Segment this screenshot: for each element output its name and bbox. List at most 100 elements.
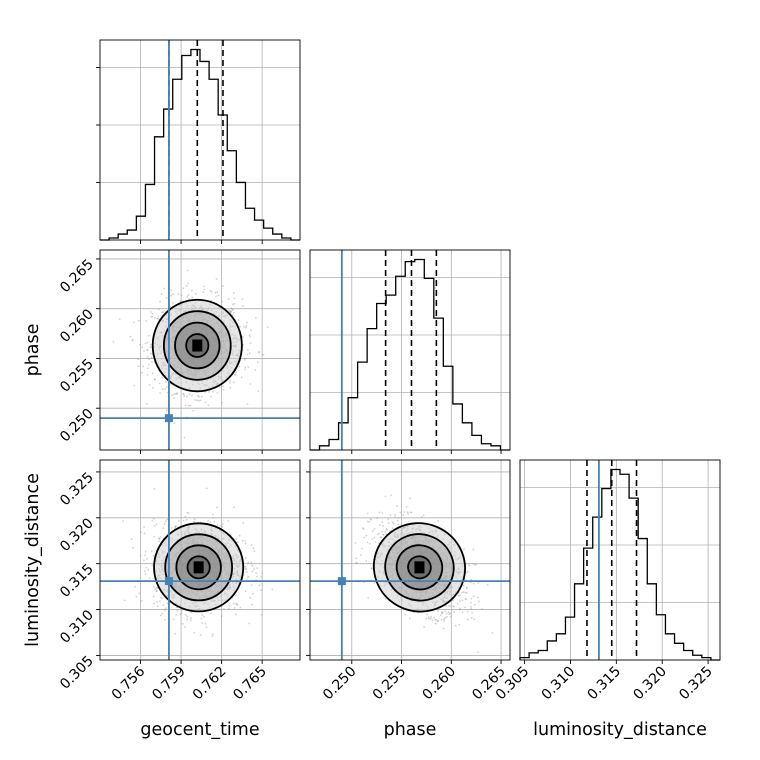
sample-point <box>154 317 156 319</box>
sample-point <box>434 619 437 621</box>
sample-point <box>152 595 155 598</box>
sample-point <box>211 633 214 636</box>
sample-point <box>365 560 368 562</box>
sample-point <box>361 547 363 550</box>
sample-point <box>232 292 235 294</box>
sample-point <box>426 613 428 616</box>
sample-point <box>477 651 479 653</box>
sample-point <box>146 558 148 560</box>
sample-point <box>242 344 245 346</box>
sample-point <box>244 568 247 571</box>
sample-point <box>162 311 164 313</box>
sample-point <box>376 517 379 519</box>
sample-point <box>191 394 193 397</box>
sample-point <box>153 535 156 538</box>
sample-point <box>137 365 140 367</box>
sample-point <box>374 541 377 543</box>
sample-point <box>152 387 154 389</box>
sample-point <box>203 288 206 291</box>
sample-point <box>173 422 176 424</box>
sample-point <box>462 584 465 587</box>
sample-point <box>159 600 161 603</box>
sample-point <box>173 397 176 400</box>
sample-point <box>174 526 177 529</box>
sample-point <box>390 494 392 497</box>
sample-point <box>256 575 258 578</box>
sample-point <box>363 536 365 539</box>
contour-line <box>175 544 222 591</box>
sample-point <box>387 522 390 524</box>
sample-point <box>232 303 234 306</box>
truth-marker <box>337 577 346 586</box>
sample-point <box>234 594 237 597</box>
sample-point <box>145 566 148 569</box>
sample-point <box>449 612 452 615</box>
sample-point <box>244 366 247 369</box>
sample-point <box>203 285 205 288</box>
sample-point <box>466 610 469 613</box>
sample-point <box>436 620 439 623</box>
sample-point <box>152 554 155 557</box>
contour-line <box>151 298 243 393</box>
sample-point <box>465 592 468 594</box>
sample-point <box>189 619 192 622</box>
sample-point <box>491 632 494 634</box>
x-tick-label: 0.765 <box>230 664 270 704</box>
sample-point <box>199 399 202 402</box>
sample-point <box>239 606 242 609</box>
sample-point <box>378 511 381 514</box>
joint-panel-geocent-time-phase: 0.250 0.255 0.260 0.265 <box>57 249 301 454</box>
sample-point <box>471 612 473 614</box>
sample-point <box>271 588 274 591</box>
sample-point <box>181 622 184 625</box>
sample-point <box>123 599 126 602</box>
sample-point <box>177 293 180 295</box>
sample-point <box>139 554 142 557</box>
sample-point <box>465 586 468 588</box>
sample-point <box>199 634 202 636</box>
sample-point <box>177 519 180 522</box>
sample-point <box>246 353 249 356</box>
sample-point <box>187 512 190 514</box>
sample-point <box>182 392 185 395</box>
sample-point <box>129 335 132 338</box>
sample-point <box>251 570 254 573</box>
x-axis-label-phase: phase <box>384 720 437 740</box>
sample-point <box>201 622 204 624</box>
sample-point <box>160 596 163 599</box>
sample-point <box>253 568 255 570</box>
sample-point <box>155 590 158 593</box>
sample-point <box>186 511 189 514</box>
sample-point <box>141 346 144 349</box>
sample-point <box>472 548 475 551</box>
x-axis-label-geocent-time: geocent_time <box>140 720 259 740</box>
sample-point <box>371 567 373 570</box>
contour-line <box>185 333 210 358</box>
sample-point <box>189 404 192 407</box>
sample-point <box>207 404 210 407</box>
sample-point <box>162 604 165 607</box>
sample-point <box>242 325 245 328</box>
sample-point <box>381 512 384 514</box>
sample-point <box>162 388 164 391</box>
sample-point <box>140 531 142 534</box>
sample-point <box>354 542 357 544</box>
sample-point <box>440 611 443 614</box>
sample-point <box>256 361 259 364</box>
sample-point <box>122 520 125 522</box>
sample-point <box>466 570 469 573</box>
sample-point <box>235 371 238 374</box>
sample-point <box>437 610 439 613</box>
sample-point <box>221 285 224 287</box>
sample-point <box>227 607 230 610</box>
sample-point <box>397 519 399 522</box>
sample-point <box>473 618 476 621</box>
sample-point <box>470 607 473 610</box>
sample-point <box>187 294 190 296</box>
sample-point <box>470 605 472 608</box>
sample-point <box>222 385 224 388</box>
sample-point <box>219 525 222 527</box>
y-tick-label: 0.310 <box>57 607 97 647</box>
sample-point <box>154 378 156 381</box>
